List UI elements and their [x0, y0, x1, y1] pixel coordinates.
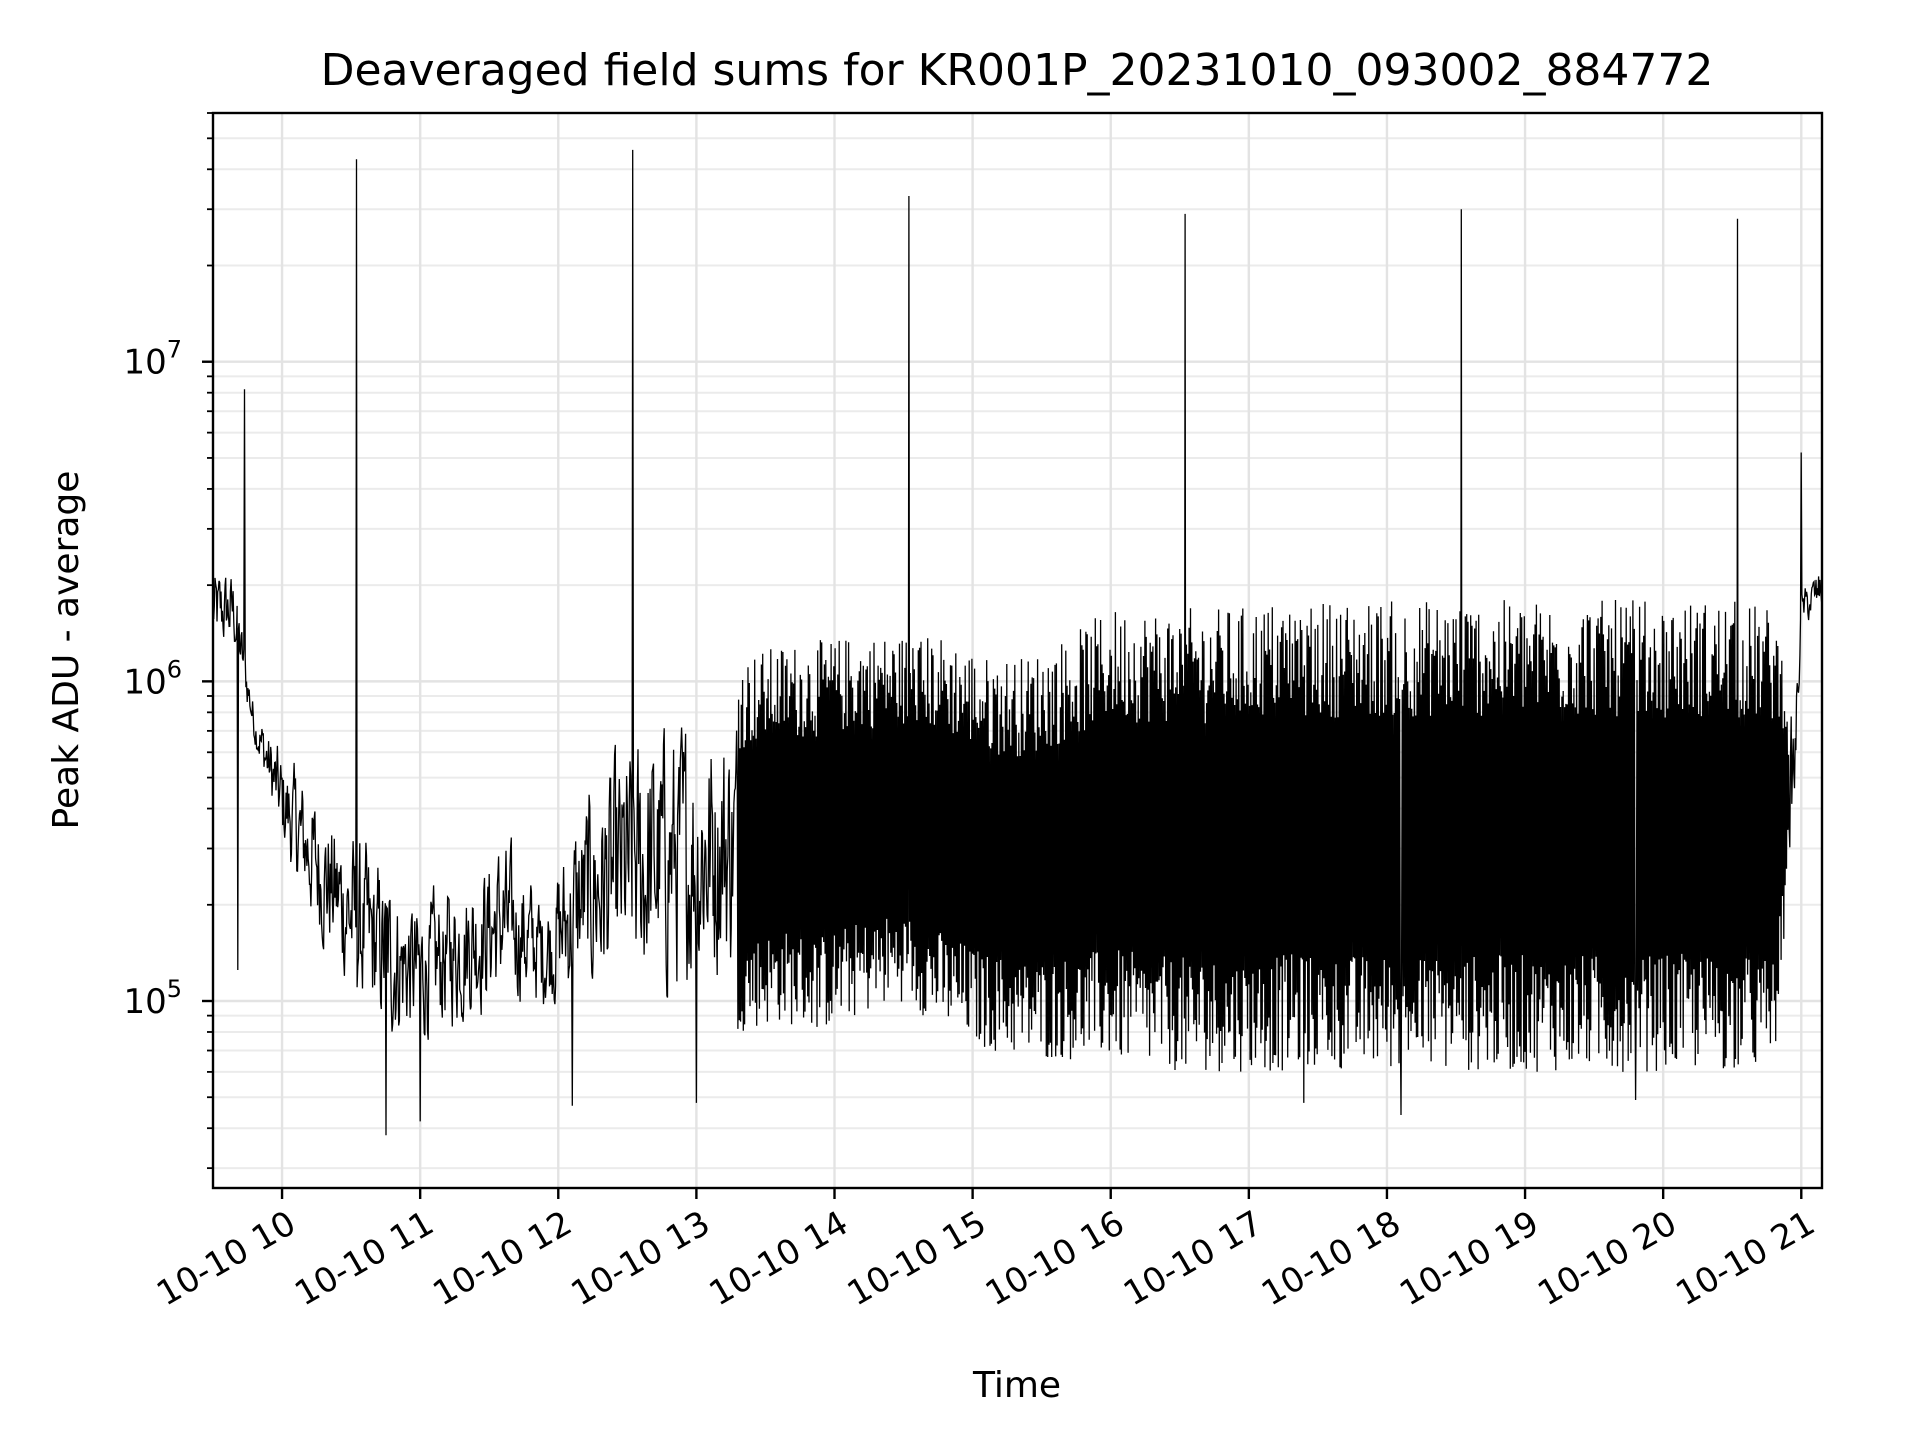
plot-area	[211, 111, 1824, 1190]
y-tick-label: 106	[123, 655, 182, 702]
y-tick-label-base: 10	[123, 343, 166, 383]
y-tick-label-exponent: 5	[167, 975, 182, 1003]
y-tick-label: 105	[123, 975, 182, 1022]
x-axis-label: Time	[972, 1365, 1061, 1406]
y-tick-label-base: 10	[123, 662, 166, 702]
data-series	[212, 149, 1823, 1136]
y-tick-label: 107	[123, 336, 182, 383]
series-line	[212, 149, 1823, 1136]
chart-title: Deaveraged field sums for KR001P_2023101…	[321, 45, 1714, 96]
y-axis-label: Peak ADU - average	[46, 471, 87, 830]
plot-frame	[211, 111, 1824, 1190]
y-tick-label-base: 10	[123, 982, 166, 1022]
y-tick-label-exponent: 6	[167, 655, 182, 683]
y-tick-label-exponent: 7	[167, 336, 182, 364]
